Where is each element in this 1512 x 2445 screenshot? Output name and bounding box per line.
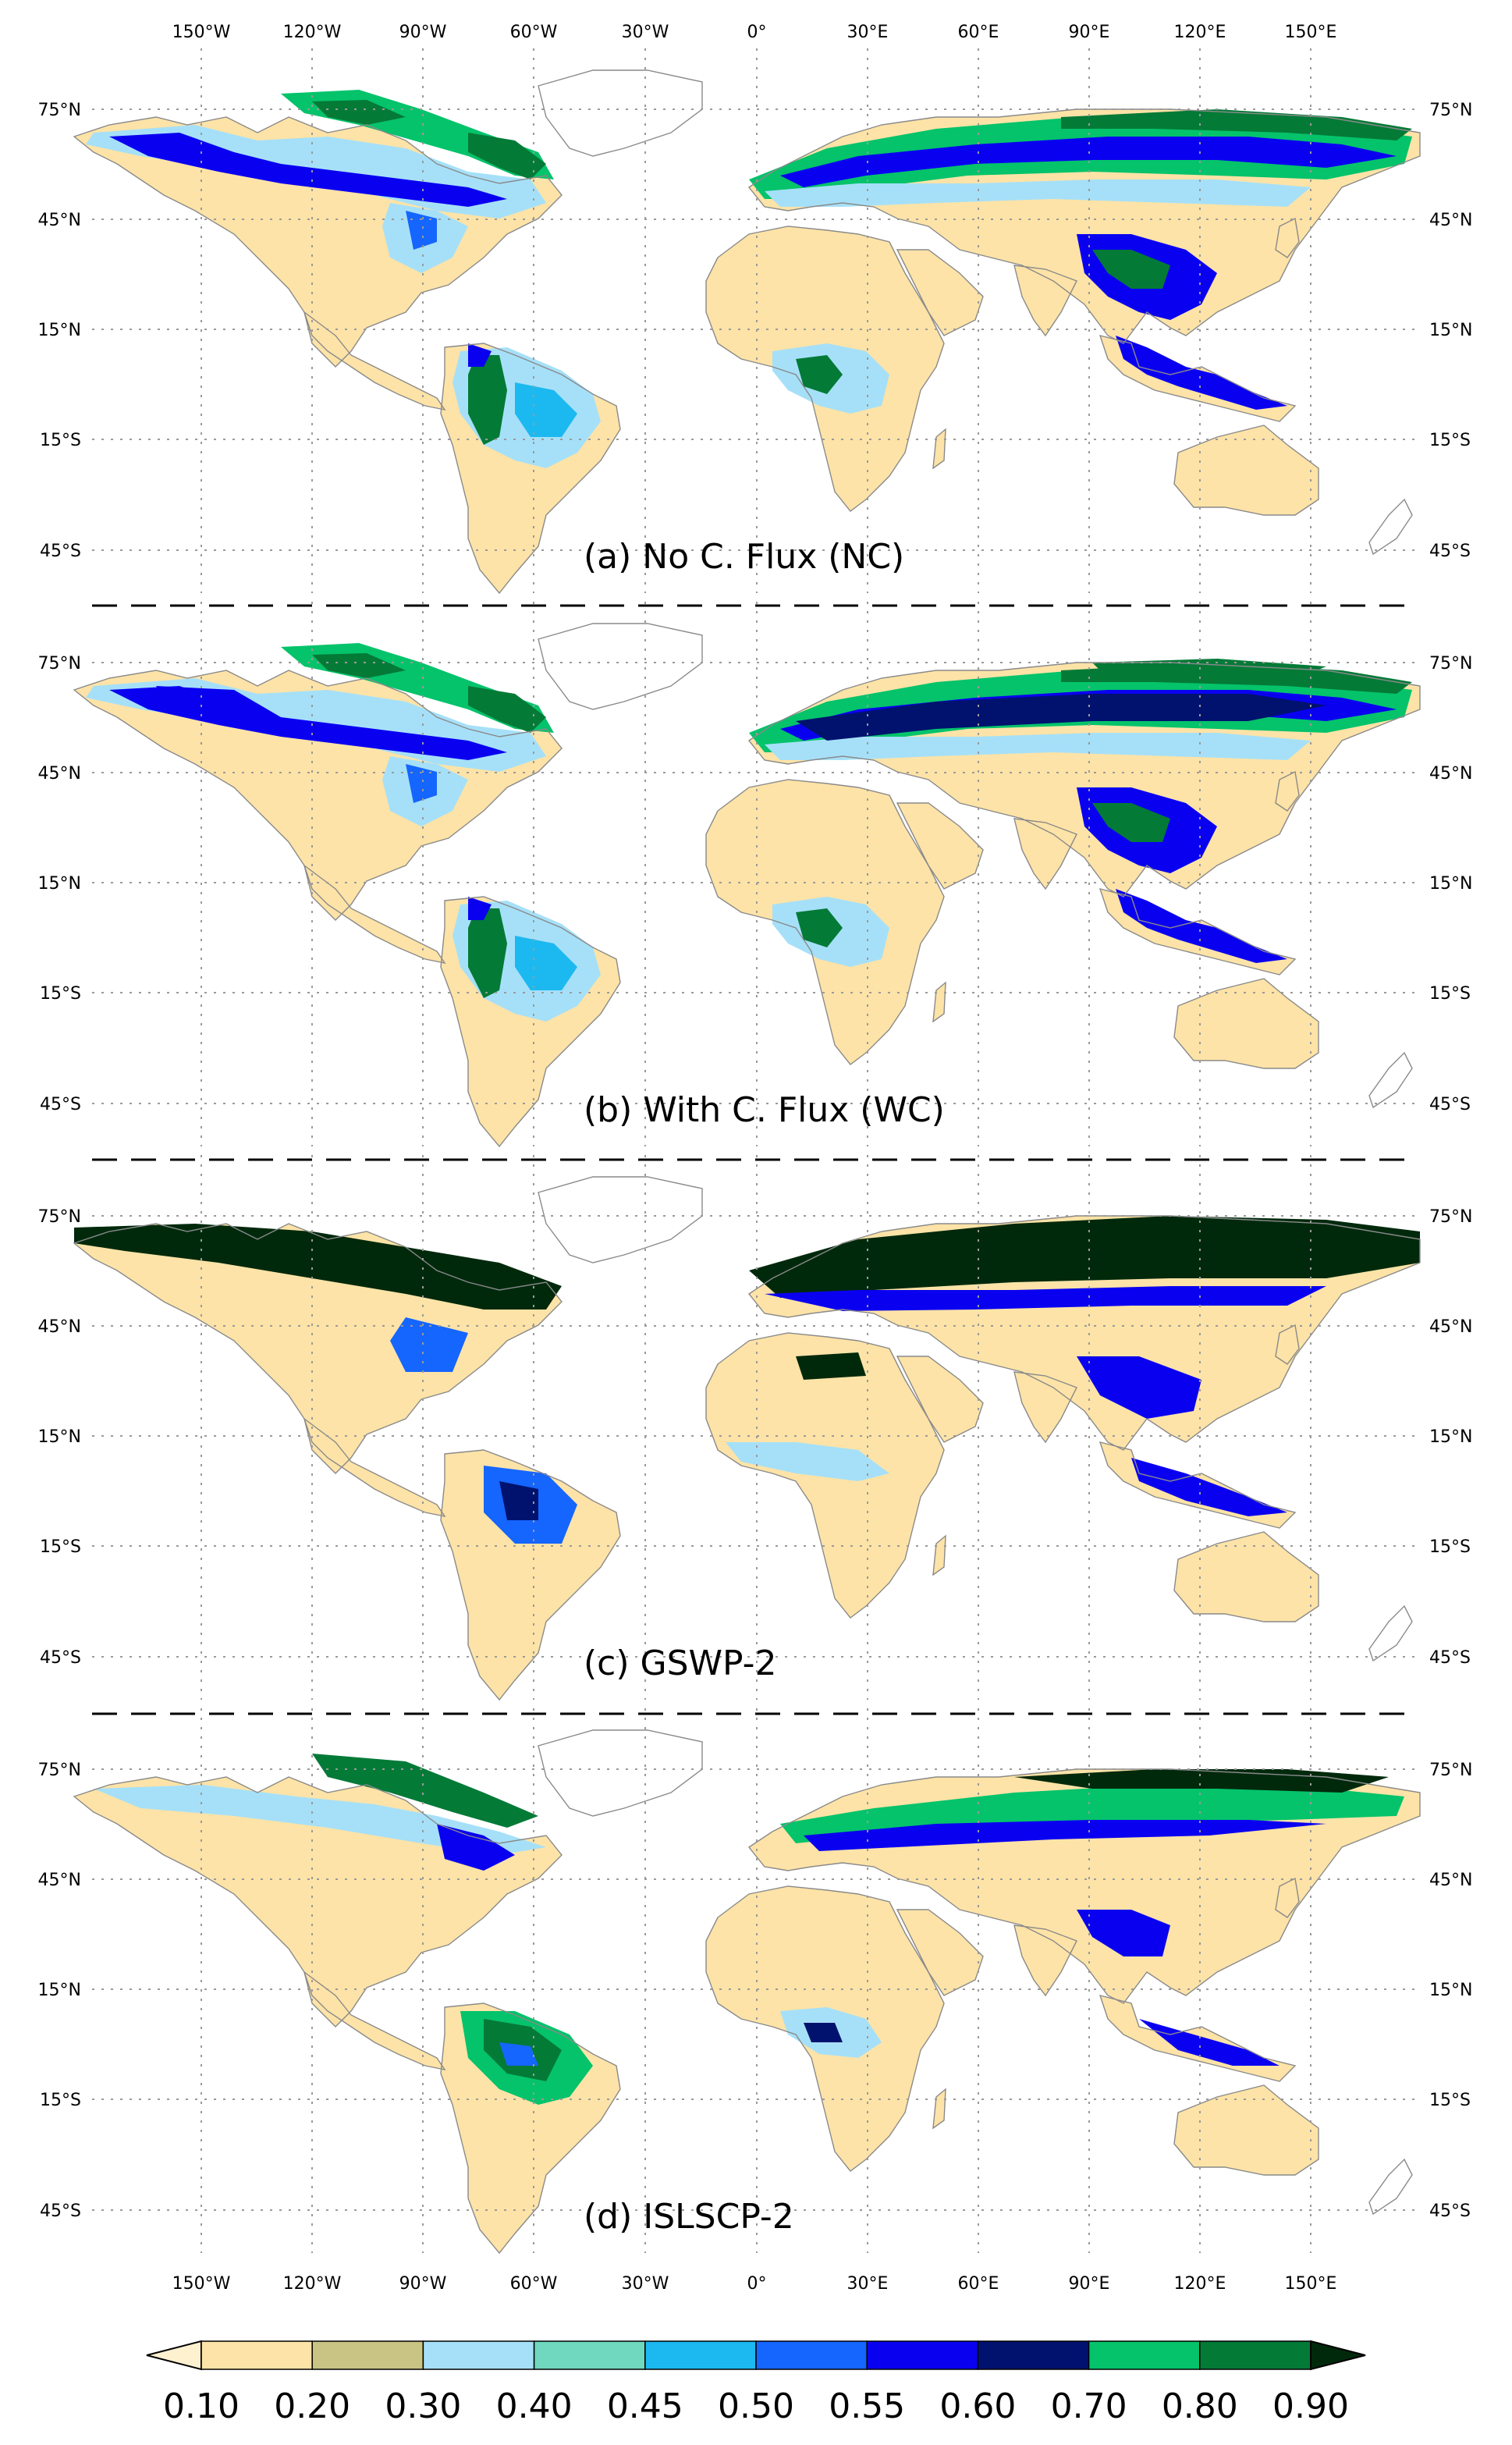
colorbar-segment [977, 2340, 1090, 2370]
latitude-tick-label: 15°S [40, 431, 81, 450]
colorbar-tick-label: 0.30 [385, 2386, 461, 2426]
longitude-tick-label: 60°W [510, 23, 558, 42]
latitude-tick-label: 45°N [38, 211, 81, 230]
latitude-tick-label: 75°N [38, 654, 81, 673]
longitude-tick-label: 90°E [1069, 2274, 1110, 2294]
latitude-tick-label: 15°S [40, 1537, 81, 1557]
colorbar-segment [644, 2340, 757, 2370]
latitude-tick-label: 75°N [38, 1207, 81, 1227]
longitude-tick-label: 60°W [510, 2274, 558, 2294]
latitude-tick-label: 45°S [1429, 1095, 1471, 1114]
colorbar-segment [422, 2340, 535, 2370]
latitude-tick-label: 45°N [1429, 1317, 1472, 1337]
longitude-tick-label: 0° [747, 2274, 767, 2294]
colorbar-segment [1199, 2340, 1311, 2370]
latitude-tick-label: 15°N [1429, 1981, 1472, 2000]
latitude-tick-label: 15°N [38, 321, 81, 340]
colorbar-segment [311, 2340, 424, 2370]
latitude-tick-label: 45°S [1429, 2202, 1471, 2221]
latitude-tick-label: 15°N [38, 1981, 81, 2000]
longitude-tick-label: 150°W [172, 23, 231, 42]
panel-c [74, 1177, 1420, 1700]
latitude-tick-label: 45°N [1429, 1871, 1472, 1890]
colorbar-segment [866, 2340, 979, 2370]
colorbar-segment [1088, 2340, 1201, 2370]
latitude-tick-label: 75°N [1429, 654, 1472, 673]
latitude-tick-label: 75°N [1429, 1207, 1472, 1227]
colorbar-segment [533, 2340, 646, 2370]
latitude-tick-label: 75°N [38, 1761, 81, 1780]
latitude-tick-label: 75°N [38, 101, 81, 120]
latitude-tick-label: 45°S [1429, 1648, 1471, 1668]
colorbar: 0.10 0.20 0.30 0.40 0.45 0.50 0.55 0.60 0.70 0.80… [146, 2340, 1366, 2426]
panel-title: (d) ISLSCP-2 [584, 2197, 794, 2237]
colorbar-tick-label: 0.80 [1162, 2386, 1238, 2426]
colorbar-tick-label: 0.50 [718, 2386, 794, 2426]
colorbar-segment [755, 2340, 868, 2370]
longitude-tick-label: 60°E [958, 23, 999, 42]
latitude-tick-label: 15°N [1429, 321, 1472, 340]
latitude-tick-label: 15°N [1429, 1427, 1472, 1447]
latitude-tick-label: 15°N [1429, 874, 1472, 894]
latitude-tick-label: 15°N [38, 1427, 81, 1447]
latitude-tick-label: 45°S [40, 1648, 81, 1668]
longitude-tick-label: 120°E [1174, 23, 1226, 42]
panel-title: (a) No C. Flux (NC) [584, 537, 904, 577]
colorbar-tick-label: 0.60 [939, 2386, 1016, 2426]
longitude-tick-label: 90°W [399, 2274, 447, 2294]
latitude-tick-label: 45°N [38, 764, 81, 784]
colorbar-segment [201, 2340, 313, 2370]
longitude-tick-label: 30°E [847, 23, 889, 42]
longitude-tick-label: 90°E [1069, 23, 1110, 42]
latitude-tick-label: 45°N [38, 1317, 81, 1337]
latitude-tick-label: 45°S [40, 2202, 81, 2221]
latitude-tick-label: 45°S [40, 542, 81, 561]
colorbar-tick-label: 0.45 [607, 2386, 683, 2426]
longitude-tick-label: 150°E [1285, 23, 1337, 42]
colorbar-tick-label: 0.55 [829, 2386, 905, 2426]
latitude-tick-label: 45°N [1429, 211, 1472, 230]
panel-a [74, 70, 1420, 593]
longitude-tick-label: 120°W [283, 2274, 342, 2294]
latitude-tick-label: 15°S [40, 2091, 81, 2110]
longitude-tick-label: 30°W [622, 23, 669, 42]
colorbar-tick-label: 0.40 [496, 2386, 573, 2426]
longitude-tick-label: 120°E [1174, 2274, 1226, 2294]
panel-b [74, 624, 1420, 1146]
panel-d [74, 1730, 1420, 2253]
longitude-tick-label: 150°E [1285, 2274, 1337, 2294]
latitude-tick-label: 15°S [1429, 984, 1471, 1004]
latitude-tick-label: 45°N [38, 1871, 81, 1890]
latitude-tick-label: 45°N [1429, 764, 1472, 784]
latitude-tick-label: 75°N [1429, 101, 1472, 120]
longitude-tick-label: 90°W [399, 23, 447, 42]
latitude-tick-label: 45°S [40, 1095, 81, 1114]
latitude-tick-label: 15°S [1429, 2091, 1471, 2110]
bottom-longitude-labels: 150°W 120°W 90°W 60°W 30°W 0° 30°E 60°E 90°E 120°… [172, 2274, 1337, 2294]
latitude-tick-label: 45°S [1429, 542, 1471, 561]
longitude-tick-label: 30°E [847, 2274, 889, 2294]
colorbar-tick-label: 0.20 [274, 2386, 350, 2426]
longitude-tick-label: 30°W [622, 2274, 669, 2294]
latitude-tick-label: 15°S [1429, 1537, 1471, 1557]
latitude-tick-label: 15°S [40, 984, 81, 1004]
longitude-tick-label: 0° [747, 23, 767, 42]
colorbar-tick-label: 0.90 [1272, 2386, 1349, 2426]
panel-title: (b) With C. Flux (WC) [584, 1090, 945, 1130]
colorbar-tick-label: 0.70 [1051, 2386, 1127, 2426]
latitude-tick-label: 15°N [38, 874, 81, 894]
top-longitude-labels: 150°W 120°W 90°W 60°W 30°W 0° 30°E 60°E 90°E 120°… [172, 23, 1337, 42]
latitude-tick-label: 15°S [1429, 431, 1471, 450]
colorbar-tick-label: 0.10 [163, 2386, 240, 2426]
longitude-tick-label: 120°W [283, 23, 342, 42]
panel-title: (c) GSWP-2 [584, 1644, 776, 1683]
longitude-tick-label: 60°E [958, 2274, 999, 2294]
colorbar-over-arrow [1310, 2340, 1366, 2371]
longitude-tick-label: 150°W [172, 2274, 231, 2294]
colorbar-under-arrow [146, 2340, 202, 2371]
latitude-tick-label: 75°N [1429, 1761, 1472, 1780]
